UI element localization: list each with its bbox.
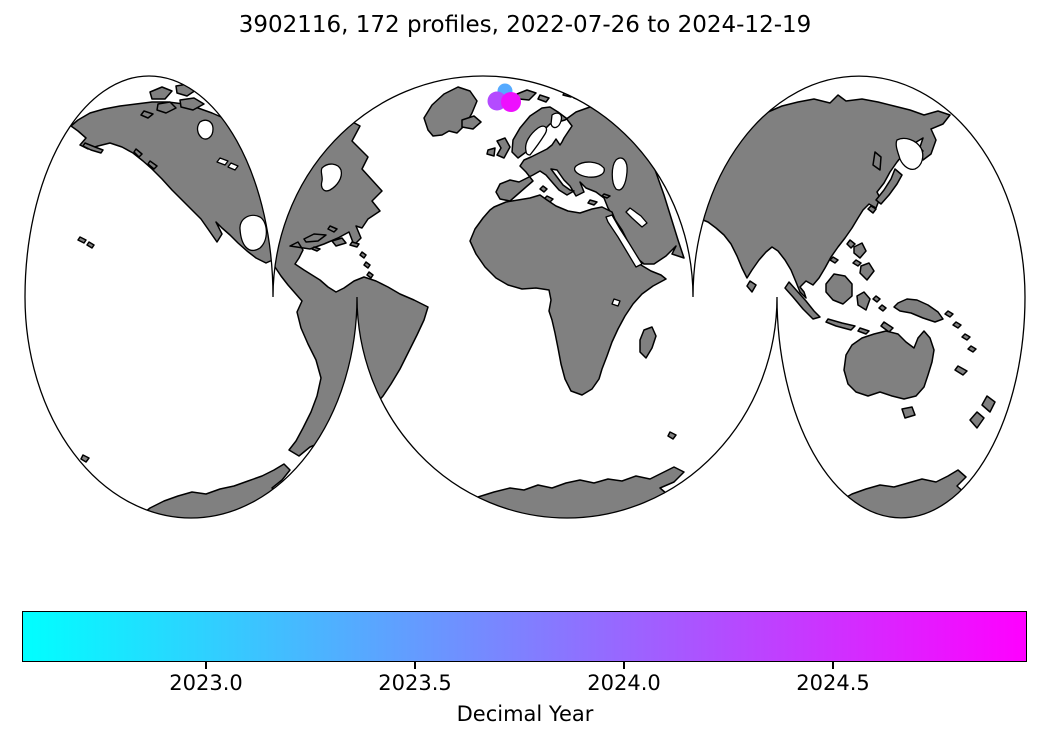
colorbar-ticklabel-1: 2023.0	[169, 671, 243, 695]
profile-marker-late	[501, 92, 521, 112]
island-tasmania	[901, 406, 916, 419]
colorbar-gradient	[23, 612, 1026, 661]
sea-hudson-bay-west	[196, 119, 214, 140]
colorbar-ticklabel-4: 2024.5	[796, 671, 870, 695]
colorbar-tick-2	[414, 662, 416, 669]
colorbar	[22, 611, 1027, 662]
sea-hudson-bay-east	[320, 163, 343, 192]
colorbar-axis-label: Decimal Year	[456, 702, 594, 726]
world-map	[24, 75, 1026, 519]
landmass-antarctica-center	[461, 466, 685, 518]
sea-black-sea	[573, 161, 605, 178]
sea-persian-gulf	[625, 207, 648, 228]
lakes-great-lakes	[216, 157, 239, 171]
landmass-antarctica-east	[835, 469, 969, 518]
sea-white-sea	[550, 112, 563, 129]
colorbar-tick-1	[205, 662, 207, 669]
islands-pacific-northwest	[77, 142, 158, 249]
plot-title: 3902116, 172 profiles, 2022-07-26 to 202…	[238, 12, 812, 38]
landmass-arctic-islands	[140, 83, 205, 119]
landmass-americas-center	[271, 117, 429, 457]
islands-caribbean	[303, 225, 374, 279]
sea-caspian	[611, 157, 628, 191]
islands-new-zealand	[969, 395, 996, 429]
islands-south-pacific	[944, 310, 977, 376]
sea-okhotsk	[895, 137, 924, 170]
lake-victoria	[611, 298, 621, 307]
colorbar-ticklabel-2: 2023.5	[378, 671, 452, 695]
island-madagascar	[639, 326, 657, 359]
sea-red-sea	[605, 214, 643, 268]
profile-markers	[487, 83, 521, 112]
landmass-africa	[469, 194, 667, 396]
colorbar-ticklabel-3: 2024.0	[587, 671, 661, 695]
colorbar-tick-4	[832, 662, 834, 669]
colorbar-tick-3	[623, 662, 625, 669]
islands-southern-ocean	[80, 431, 677, 463]
sea-gulf-of-mexico	[239, 214, 268, 252]
map-boundary	[24, 75, 1026, 519]
sea-baltic	[524, 125, 548, 156]
landmass-australia	[843, 330, 935, 400]
landmass-antarctica-west	[139, 463, 293, 518]
landmass-asia-right	[687, 94, 951, 299]
